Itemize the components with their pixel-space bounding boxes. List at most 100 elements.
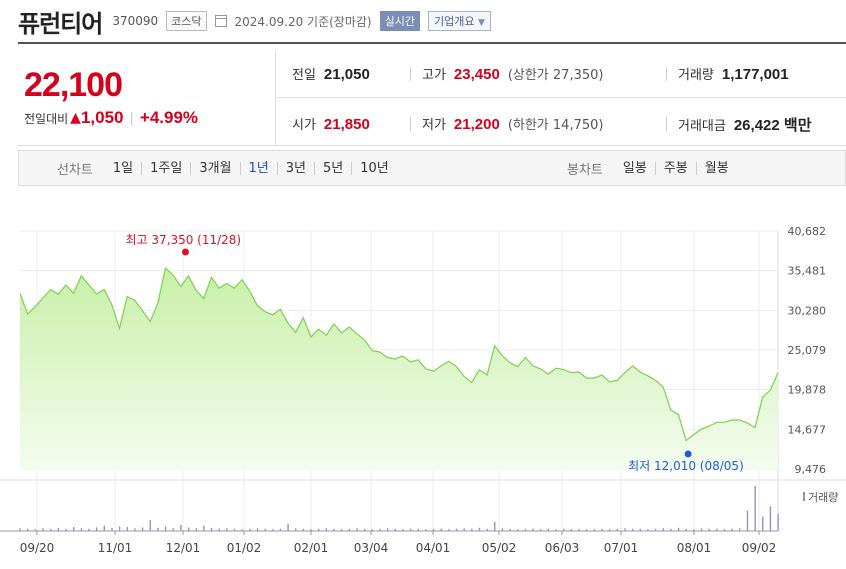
volume-bar — [379, 528, 381, 531]
volume-legend-label: 거래량 — [808, 491, 838, 504]
volume-bar — [585, 529, 588, 531]
realtime-button[interactable]: 실시간 — [379, 11, 420, 31]
tab-candle-2[interactable]: 월봉 — [695, 161, 737, 175]
change-value: 1,050 — [80, 108, 124, 127]
volume-bar — [19, 528, 21, 531]
market-badge: 코스닥 — [166, 11, 207, 31]
divider — [410, 117, 411, 131]
volume-bar — [88, 528, 90, 531]
change-row: 전일대비 ▲ 1,050 | +4.99% — [24, 108, 198, 128]
volume-bar — [639, 528, 641, 531]
y-tick-label: 9,476 — [795, 463, 827, 476]
volume-bar — [272, 529, 274, 531]
company-overview-button[interactable]: 기업개요 ▼ — [427, 11, 491, 31]
volume-bar — [478, 527, 481, 531]
volume-bar — [249, 528, 251, 531]
tab-period-2[interactable]: 3개월 — [190, 161, 239, 175]
stat-label: 시가 — [292, 118, 316, 133]
volume-bar — [218, 528, 220, 531]
volume-bar — [394, 528, 396, 531]
volume-bar — [187, 527, 190, 531]
company-overview-label: 기업개요 — [433, 15, 475, 28]
volume-bar — [103, 525, 106, 531]
volume-bar — [172, 528, 174, 531]
candle-tab-group: 봉차트 일봉 주봉 월봉 — [567, 159, 737, 178]
volume-bar — [547, 528, 550, 531]
volume-bar — [448, 529, 450, 531]
change-percent: +4.99% — [139, 108, 199, 127]
tab-period-4[interactable]: 3년 — [276, 161, 314, 175]
volume-bar — [325, 528, 328, 531]
stat-high: 고가 23,450 (상한가 27,350) — [422, 64, 603, 83]
volume-bar — [494, 522, 496, 531]
volume-bar — [647, 529, 649, 531]
current-price: 22,100 — [24, 66, 123, 104]
volume-bar — [754, 486, 756, 531]
volume-bar — [65, 528, 67, 531]
volume-bar — [164, 526, 167, 531]
volume-bar — [716, 528, 718, 531]
volume-bar — [111, 527, 113, 531]
volume-bar — [50, 528, 52, 531]
price-chart-svg: 40,682 35,481 30,280 25,079 19,878 14,677 9,47… — [0, 225, 846, 555]
tab-period-5[interactable]: 5년 — [314, 161, 351, 175]
tab-candle-1[interactable]: 주봉 — [654, 161, 696, 175]
volume-bar — [126, 526, 128, 531]
volume-bar — [226, 528, 228, 531]
tab-period-1[interactable]: 1주일 — [141, 161, 190, 175]
tab-candle-0[interactable]: 일봉 — [622, 160, 647, 176]
volume-bar — [563, 528, 565, 531]
volume-bar — [195, 528, 197, 531]
volume-bar — [42, 528, 44, 531]
volume-bar — [631, 528, 634, 531]
x-tick-label: 08/01 — [677, 541, 712, 555]
y-tick-label: 35,481 — [788, 265, 827, 278]
price-chart: 40,682 35,481 30,280 25,079 19,878 14,677 9,47… — [0, 200, 846, 565]
candle-period-group: 일봉 주봉 월봉 — [615, 160, 737, 176]
volume-bar — [532, 528, 534, 531]
volume-bar — [95, 527, 98, 531]
stat-prev-close: 전일 21,050 — [292, 64, 370, 83]
volume-chart: 거래량 — [19, 486, 838, 531]
volume-bar — [662, 528, 664, 531]
x-tick-label: 09/20 — [20, 541, 55, 555]
stat-value: 21,850 — [323, 116, 370, 133]
price-area — [20, 268, 778, 469]
y-tick-label: 19,878 — [788, 384, 827, 397]
candle-chart-label: 봉차트 — [567, 162, 603, 178]
x-tick-label: 03/04 — [354, 541, 389, 555]
volume-bar — [295, 528, 297, 531]
volume-bar — [739, 528, 741, 531]
volume-bar — [432, 528, 435, 531]
x-tick-label: 01/02 — [227, 541, 262, 555]
volume-legend-icon — [803, 492, 805, 501]
x-tick-label: 02/01 — [294, 541, 329, 555]
stat-value: 21,050 — [323, 66, 370, 83]
volume-bar — [118, 526, 121, 531]
volume-bar — [417, 528, 419, 531]
volume-bar — [256, 528, 259, 531]
price-summary: 22,100 전일대비 ▲ 1,050 | +4.99% 전일 21,050 고… — [18, 50, 846, 146]
x-tick-label: 09/02 — [742, 541, 777, 555]
low-marker — [684, 450, 692, 458]
stat-volume: 거래량 1,177,001 — [678, 64, 789, 83]
volume-bar — [157, 527, 159, 531]
stat-amount: 거래대금 26,422 백만 — [678, 114, 812, 135]
volume-bar — [141, 527, 144, 531]
line-chart-label: 선차트 — [57, 162, 93, 178]
tab-period-3[interactable]: 1년 — [239, 161, 277, 175]
lower-limit: (하한가 14,750) — [507, 118, 604, 133]
volume-bar — [616, 528, 619, 531]
volume-bar — [203, 525, 205, 531]
reference-date: 2024.09.20 기준(장마감) — [234, 14, 372, 29]
volume-bar — [134, 528, 136, 531]
y-tick-label: 14,677 — [788, 423, 827, 436]
x-tick-label: 06/03 — [545, 541, 580, 555]
volume-bar — [685, 528, 687, 531]
tab-period-6[interactable]: 10년 — [351, 161, 397, 175]
volume-bar — [318, 528, 320, 531]
volume-bar — [279, 528, 282, 531]
volume-bar — [57, 527, 60, 531]
volume-bar — [570, 529, 573, 531]
tab-period-0[interactable]: 1일 — [112, 160, 134, 176]
